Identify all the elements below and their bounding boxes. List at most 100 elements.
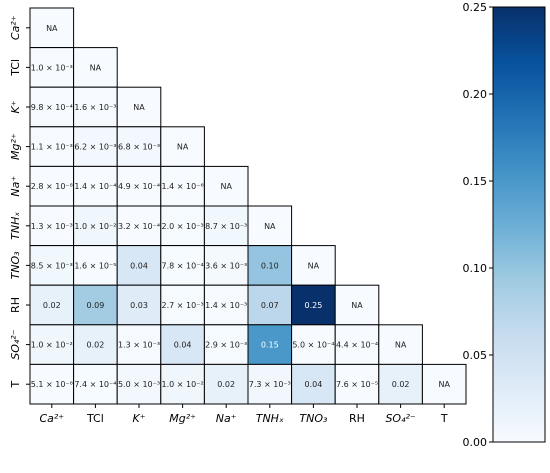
heatmap-cell-label: NA [90, 63, 102, 72]
heatmap-cell-label: NA [395, 341, 407, 350]
heatmap-cell-label: 1.3 × 10⁻³ [118, 341, 160, 350]
x-axis-tick-label: TNHₓ [256, 412, 284, 425]
heatmap-cell-label: 1.4 × 10⁻⁴ [74, 182, 116, 191]
heatmap-cell-tcl-ca2 [29, 47, 75, 88]
colorbar-tick-label: 0.20 [463, 88, 488, 101]
x-axis-tick-label: T [440, 412, 448, 425]
y-axis-tick-label: RH [9, 297, 22, 313]
heatmap-cell-label: 4.9 × 10⁻⁴ [118, 182, 160, 191]
heatmap-cell-label: 7.4 × 10⁻⁴ [74, 380, 116, 389]
heatmap-cell-label: 1.3 × 10⁻³ [31, 222, 73, 231]
heatmap-cell-so42-tnhx [247, 324, 293, 365]
heatmap-cell-label: 2.9 × 10⁻³ [205, 341, 247, 350]
heatmap-cell-so42-tno3 [291, 324, 336, 365]
heatmap-cell-label: 0.10 [261, 261, 279, 270]
heatmap-cell-rh-rh [334, 284, 380, 326]
x-axis-tick-label: K⁺ [132, 412, 145, 425]
heatmap-cell-tnhx-na [203, 205, 249, 247]
heatmap-cell-label: 3.2 × 10⁻⁴ [118, 222, 160, 231]
heatmap-cell-label: 0.03 [130, 301, 148, 310]
heatmap-cells [29, 7, 467, 405]
heatmap-cell-label: 0.15 [261, 341, 279, 350]
colorbar-gradient [492, 6, 546, 443]
heatmap-cell-na-tcl [73, 165, 118, 207]
heatmap-cell-label: 9.8 × 10⁻⁴ [31, 103, 73, 112]
heatmap-cell-label: 0.04 [304, 380, 322, 389]
y-axis-tick-label: K⁺ [9, 100, 22, 113]
heatmap-cell-label: 0.04 [174, 341, 192, 350]
heatmap-cell-label: NA [133, 103, 145, 112]
heatmap-cell-label: 6.2 × 10⁻³ [74, 143, 116, 152]
heatmap-cell-label: 1.0 × 10⁻² [31, 341, 73, 350]
heatmap-cell-label: 1.0 × 10⁻³ [31, 63, 73, 72]
heatmap-cell-label: 1.0 × 10⁻² [74, 222, 116, 231]
heatmap-cell-tnhx-tcl [73, 205, 118, 247]
heatmap-cell-t-so42 [378, 363, 423, 405]
heatmap-cell-tno3-ca2 [29, 245, 75, 286]
heatmap-cell-label: 0.02 [217, 380, 235, 389]
heatmap-cell-tno3-tcl [73, 245, 118, 286]
heatmap-cell-label: 0.25 [304, 301, 322, 310]
x-axis-tick-labels: Ca²⁺ TCl K⁺ Mg²⁺ Na⁺ TNHₓ TNO₃ RH SO₄²⁻ T [39, 404, 448, 425]
heatmap-cell-label: NA [220, 182, 232, 191]
heatmap-cell-so42-mg2 [160, 324, 205, 365]
heatmap-cell-label: 5.1 × 10⁻⁶ [31, 380, 73, 389]
x-axis-tick-label: Ca²⁺ [39, 412, 64, 425]
heatmap-cell-label: 1.1 × 10⁻³ [31, 143, 73, 152]
y-axis-tick-label: Ca²⁺ [9, 15, 22, 40]
heatmap-cell-t-na [203, 363, 249, 405]
heatmap-cell-label: 0.02 [86, 341, 104, 350]
heatmap-cell-rh-ca2 [29, 284, 75, 326]
colorbar-tick-label: 0.05 [463, 349, 488, 362]
heatmap-cell-label: 2.0 × 10⁻³ [162, 222, 204, 231]
heatmap-cell-rh-k [116, 284, 162, 326]
heatmap-cell-label: NA [438, 380, 450, 389]
heatmap-cell-label: 1.6 × 10⁻⁵ [74, 261, 116, 270]
y-axis-tick-label: SO₄²⁻ [9, 329, 22, 359]
heatmap-cell-label: 8.7 × 10⁻³ [205, 222, 247, 231]
heatmap-cell-label: NA [351, 301, 363, 310]
heatmap-cell-t-t [421, 363, 467, 405]
x-axis-tick-label: TCl [86, 412, 104, 425]
heatmap-cell-label: 0.02 [43, 301, 61, 310]
heatmap-cell-label: 0.07 [261, 301, 279, 310]
heatmap-cell-label: 1.0 × 10⁻² [162, 380, 204, 389]
heatmap-cell-label: 2.8 × 10⁻⁸ [31, 182, 73, 191]
heatmap-cell-label: 1.4 × 10⁻⁶ [162, 182, 204, 191]
heatmap-cell-label: 7.8 × 10⁻⁴ [162, 261, 204, 270]
heatmap-cell-k-k [116, 86, 162, 128]
y-axis-tick-label: T [9, 381, 22, 389]
x-axis-tick-label: RH [349, 412, 365, 425]
heatmap-cell-labels: NA 1.0 × 10⁻³ NA 9.8 × 10⁻⁴ 1.6 × 10⁻³ NA 1.1 … [31, 24, 451, 389]
heatmap-cell-so42-ca2 [29, 324, 75, 365]
heatmap-cell-label: 0.02 [392, 380, 410, 389]
heatmap-cell-label: 8.5 × 10⁻³ [31, 261, 73, 270]
x-axis-tick-label: Mg²⁺ [169, 412, 196, 425]
y-axis-tick-label: TNHₓ [9, 212, 22, 240]
heatmap-cell-label: 5.0 × 10⁻³ [118, 380, 160, 389]
heatmap-cell-t-ca2 [29, 363, 75, 405]
heatmap-cell-na-mg2 [160, 165, 205, 207]
colorbar-tick-label: 0.15 [463, 175, 488, 188]
heatmap-cell-label: 1.4 × 10⁻³ [205, 301, 247, 310]
heatmap-cell-label: 7.3 × 10⁻³ [249, 380, 291, 389]
colorbar: 0.00 0.05 0.10 0.15 0.20 0.25 [463, 1, 546, 449]
heatmap-cell-label: 0.09 [86, 301, 104, 310]
heatmap-cell-so42-so42 [378, 324, 423, 365]
x-axis-tick-label: SO₄²⁻ [385, 412, 415, 425]
heatmap-cell-mg2-mg2 [160, 126, 205, 167]
heatmap-cell-label: 0.04 [130, 261, 148, 270]
colorbar-tick-label: 0.25 [463, 1, 488, 14]
colorbar-tick-label: 0.00 [463, 436, 488, 449]
y-axis-tick-labels: Ca²⁺ TCl K⁺ Mg²⁺ Na⁺ TNHₓ TNO₃ RH SO₄²⁻ T [9, 15, 30, 389]
y-axis-tick-label: TCl [9, 59, 22, 77]
heatmap-cell-tnhx-k [116, 205, 162, 247]
y-axis-tick-label: TNO₃ [9, 251, 22, 280]
colorbar-tick-label: 0.10 [463, 262, 488, 275]
heatmap-cell-t-tnhx [247, 363, 293, 405]
heatmap-cell-label: 6.8 × 10⁻³ [118, 143, 160, 152]
heatmap-cell-tnhx-tnhx [247, 205, 293, 247]
heatmap-cell-label: NA [308, 261, 320, 270]
heatmap-cell-t-tcl [73, 363, 118, 405]
